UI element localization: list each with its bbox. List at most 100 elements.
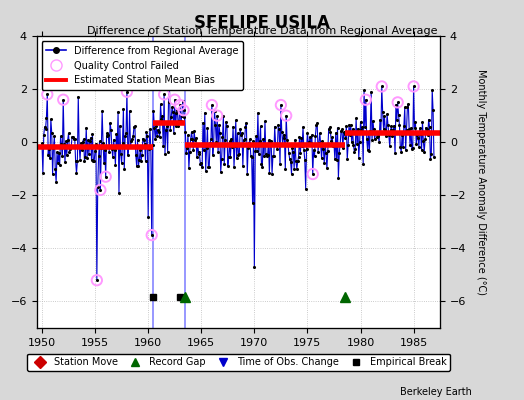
Point [280, 134, 289, 141]
Point [167, 114, 176, 120]
Point [152, 123, 160, 129]
Point [287, 171, 296, 177]
Point [355, 139, 364, 145]
Point [372, 130, 380, 137]
Point [139, 135, 147, 142]
Point [170, 96, 179, 103]
Point [395, 122, 403, 128]
Point [416, 125, 424, 132]
Point [254, 110, 262, 116]
Point [404, 101, 412, 107]
Point [301, 157, 309, 163]
Point [238, 162, 247, 169]
Point [86, 135, 95, 141]
Point [107, 127, 115, 133]
Point [56, 162, 64, 168]
Point [352, 115, 361, 122]
Point [96, 187, 105, 193]
Point [214, 149, 222, 156]
Point [305, 139, 313, 145]
Point [41, 126, 50, 132]
Point [232, 117, 240, 124]
Point [346, 122, 355, 129]
Point [149, 108, 158, 114]
Point [59, 96, 68, 103]
Point [325, 124, 334, 131]
Point [237, 132, 245, 138]
Point [85, 138, 94, 144]
Point [82, 124, 91, 131]
Point [379, 125, 388, 132]
Point [392, 117, 401, 123]
Point [142, 128, 150, 135]
Point [45, 146, 53, 152]
Point [412, 141, 420, 148]
Point [270, 123, 279, 130]
Point [138, 151, 146, 158]
Point [365, 148, 374, 155]
Point [289, 149, 298, 156]
Point [84, 137, 92, 144]
Point [309, 171, 317, 177]
Point [370, 136, 379, 142]
Point [185, 148, 194, 155]
Point [241, 136, 249, 142]
Point [202, 167, 210, 174]
Text: Difference of Station Temperature Data from Regional Average: Difference of Station Temperature Data f… [87, 26, 437, 36]
Point [348, 126, 357, 132]
Point [287, 158, 295, 165]
Point [38, 140, 46, 147]
Point [321, 141, 329, 148]
Point [195, 151, 204, 158]
Point [329, 142, 337, 149]
Point [192, 135, 200, 141]
Point [411, 118, 420, 125]
Point [290, 166, 298, 172]
Point [428, 87, 436, 93]
Point [91, 148, 99, 154]
Point [228, 144, 236, 150]
Point [339, 145, 347, 151]
Point [201, 110, 209, 116]
Point [40, 124, 49, 130]
Point [266, 139, 275, 145]
Point [418, 147, 426, 153]
Point [414, 135, 422, 141]
Point [222, 119, 230, 125]
Point [400, 123, 408, 129]
Point [341, 131, 349, 137]
Point [282, 112, 290, 119]
Point [341, 135, 350, 142]
Point [366, 128, 375, 134]
Point [367, 88, 375, 95]
Point [62, 152, 71, 158]
Point [187, 136, 195, 142]
Point [209, 152, 217, 158]
Point [374, 133, 383, 139]
Point [194, 149, 203, 155]
Point [273, 146, 281, 153]
Point [313, 120, 321, 126]
Point [99, 139, 107, 146]
Point [250, 264, 258, 270]
Point [188, 129, 196, 135]
Point [306, 134, 314, 140]
Point [66, 146, 74, 153]
Point [255, 151, 263, 157]
Point [382, 133, 390, 140]
Point [130, 123, 138, 130]
Point [67, 144, 75, 150]
Point [423, 126, 431, 132]
Point [362, 96, 370, 103]
Point [92, 140, 100, 147]
Point [72, 170, 81, 176]
Point [168, 104, 176, 111]
Point [376, 116, 384, 123]
Legend: Station Move, Record Gap, Time of Obs. Change, Empirical Break: Station Move, Record Gap, Time of Obs. C… [27, 354, 450, 371]
Point [233, 130, 242, 137]
Point [184, 165, 193, 172]
Point [68, 134, 77, 140]
Point [314, 148, 322, 155]
Point [213, 112, 221, 119]
Point [117, 160, 126, 167]
